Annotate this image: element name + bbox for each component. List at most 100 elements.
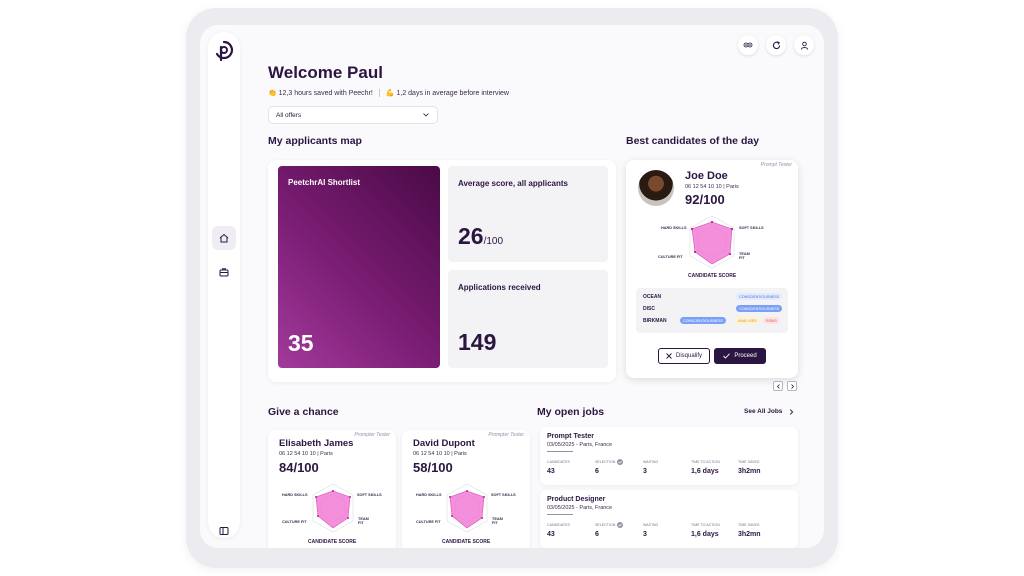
job-date-location: 03/05/2025 - Paris, France [547, 505, 613, 511]
chevron-down-icon [423, 113, 429, 117]
candidate-contact: 06 12 54 10 10 | Paris [685, 184, 739, 190]
hours-saved-stat: 👏 12,3 hours saved with Peechr! [268, 90, 373, 97]
check-badge-icon [617, 522, 624, 528]
job-tag: Prompter Tester [488, 432, 524, 438]
applications-label: Applications received [458, 283, 541, 292]
applications-tile: Applications received 149 [448, 270, 608, 368]
best-candidates-title: Best candidates of the day [626, 135, 760, 147]
job-stat-waiting: WAITING 3 [643, 460, 659, 475]
radar-title: CANDIDATE SCORE [688, 273, 737, 279]
radar-chart [689, 215, 735, 269]
home-icon [219, 233, 229, 243]
job-stat-selection: SELECTION 6 [595, 521, 624, 538]
radar-label-team: TEAM FIT [358, 517, 369, 525]
candidate-name: David Dupont [413, 438, 475, 449]
briefcase-icon [219, 268, 229, 277]
average-score-value: 26/100 [458, 223, 504, 249]
offers-filter-value: All offers [276, 111, 302, 119]
job-stat-selection: SELECTION 6 [595, 458, 624, 475]
offers-filter-select[interactable]: All offers [268, 106, 438, 124]
chance-candidate-card[interactable]: Prompter Tester Elisabeth James 06 12 54… [268, 430, 396, 548]
chevron-left-icon [776, 383, 780, 389]
eyes-icon [743, 42, 753, 48]
check-badge-icon [617, 459, 624, 465]
radar-title: CANDIDATE SCORE [442, 539, 491, 545]
job-title: Product Designer [547, 496, 606, 503]
applicants-map-title: My applicants map [268, 135, 362, 147]
collapse-sidebar-button[interactable] [212, 519, 236, 543]
see-all-jobs-link[interactable]: See All Jobs [744, 408, 794, 415]
radar-label-culture: CULTURE FIT [282, 520, 307, 524]
disqualify-button[interactable]: Disqualify [658, 348, 710, 364]
job-stat-time-saved: TIME SAVED 3h2mn [738, 523, 761, 538]
see-all-label: See All Jobs [744, 408, 783, 415]
radar-label-soft: SOFT SKILLS [491, 493, 516, 497]
radar-label-soft: SOFT SKILLS [739, 226, 764, 230]
radar-label-hard: HARD SKILLS [416, 493, 442, 497]
top-icons [738, 35, 814, 55]
disqualify-label: Disqualify [675, 353, 702, 359]
best-candidate-card[interactable]: Prompt Tester Joe Doe 06 12 54 10 10 | P… [626, 160, 798, 378]
radar-chart [312, 483, 354, 533]
user-icon [800, 41, 808, 50]
average-score-tile: Average score, all applicants 26/100 [448, 166, 608, 262]
job-card[interactable]: Prompt Tester 03/05/2025 - Paris, France… [540, 427, 798, 485]
candidate-score: 84/100 [279, 460, 319, 475]
trait-pill: ANALYSER [735, 317, 760, 324]
shortlist-count: 35 [288, 330, 314, 356]
radar-label-culture: CULTURE FIT [416, 520, 441, 524]
avatar [638, 170, 674, 206]
average-score-label: Average score, all applicants [458, 179, 568, 188]
radar-label-culture: CULTURE FIT [658, 255, 683, 259]
jobs-nav-button[interactable] [212, 260, 236, 284]
job-tag: Prompter Tester [354, 432, 390, 438]
carousel-prev-button[interactable] [773, 381, 783, 391]
close-icon [666, 353, 672, 359]
job-date-location: 03/05/2025 - Paris, France [547, 442, 613, 448]
chevron-right-icon [790, 408, 794, 415]
sidebar-toggle-icon [219, 527, 229, 535]
give-chance-title: Give a chance [268, 406, 339, 418]
job-stat-candidates: CANDIDATES 43 [547, 460, 570, 475]
radar-title: CANDIDATE SCORE [308, 539, 357, 545]
carousel-next-button[interactable] [787, 381, 797, 391]
refresh-button[interactable] [766, 35, 786, 55]
applications-count: 149 [458, 329, 497, 355]
candidate-name: Joe Doe [685, 170, 728, 182]
trait-pill: CONSCIENTIOUSNESS [680, 317, 726, 324]
candidate-contact: 06 12 54 10 10 | Paris [413, 451, 467, 457]
trait-label-birkman: BIRKMAN [643, 318, 667, 324]
divider [378, 89, 380, 97]
proceed-button[interactable]: Proceed [714, 348, 766, 364]
radar-label-soft: SOFT SKILLS [357, 493, 382, 497]
dashboard-screen: Welcome Paul 👏 12,3 hours saved with Pee… [200, 25, 824, 548]
shortlist-tile[interactable]: PeetchrAI Shortlist 35 [278, 166, 440, 368]
open-jobs-title: My open jobs [537, 406, 605, 418]
candidate-score: 92/100 [685, 192, 725, 207]
check-icon [723, 353, 731, 359]
home-nav-button[interactable] [212, 226, 236, 250]
job-title: Prompt Tester [547, 433, 594, 440]
radar-label-hard: HARD SKILLS [661, 226, 687, 230]
chevron-right-icon [790, 383, 794, 389]
shortlist-label: PeetchrAI Shortlist [288, 178, 361, 187]
divider [547, 514, 573, 515]
trait-pill: CONSCIENTIOUSNESS [736, 305, 782, 312]
chance-candidate-card[interactable]: Prompter Tester David Dupont 06 12 54 10… [402, 430, 530, 548]
sidebar [208, 32, 240, 538]
personality-traits: OCEAN CONSCIENTIOUSNESS DISC CONSCIENTIO… [636, 288, 788, 333]
job-tag: Prompt Tester [760, 162, 792, 168]
page-title: Welcome Paul [268, 63, 383, 82]
job-stat-time-to-action: TIME TO ACTION 1,6 days [691, 523, 720, 538]
divider [547, 451, 573, 452]
job-stat-candidates: CANDIDATES 43 [547, 523, 570, 538]
job-stat-waiting: WAITING 3 [643, 523, 659, 538]
candidate-contact: 06 12 54 10 10 | Paris [279, 451, 333, 457]
profile-button[interactable] [794, 35, 814, 55]
peetchr-logo-icon[interactable] [212, 38, 236, 64]
applicants-map-card: PeetchrAI Shortlist 35 Average score, al… [268, 160, 616, 382]
job-card[interactable]: Product Designer 03/05/2025 - Paris, Fra… [540, 490, 798, 548]
job-stat-time-saved: TIME SAVED 3h2mn [738, 460, 761, 475]
eyes-button[interactable] [738, 35, 758, 55]
radar-label-team: TEAM FIT [739, 252, 750, 260]
